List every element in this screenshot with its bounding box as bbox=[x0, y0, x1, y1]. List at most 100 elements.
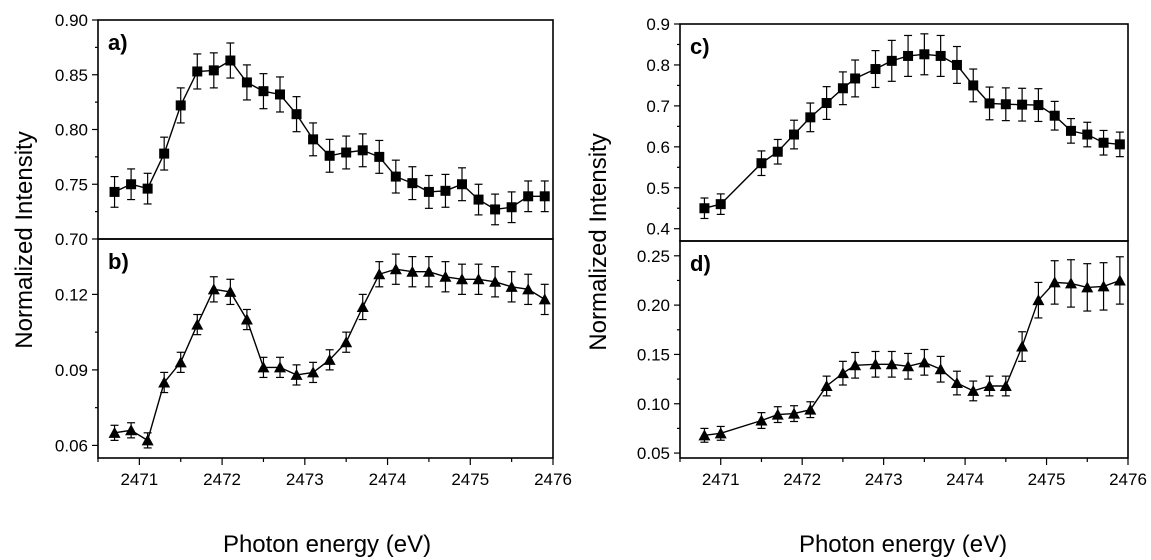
data-point-square bbox=[275, 89, 285, 100]
data-point-square bbox=[1114, 139, 1125, 150]
data-point-triangle bbox=[820, 379, 833, 391]
data-point-square bbox=[1098, 137, 1109, 148]
data-point-triangle bbox=[714, 427, 727, 439]
data-point-square bbox=[341, 147, 352, 158]
x-tick-label: 2474 bbox=[946, 470, 984, 489]
data-point-triangle bbox=[307, 366, 320, 378]
data-point-triangle bbox=[340, 336, 353, 348]
data-point-square bbox=[1065, 125, 1076, 136]
data-point-triangle bbox=[1064, 277, 1077, 289]
x-tick-label: 2475 bbox=[1028, 470, 1066, 489]
data-point-square bbox=[805, 112, 816, 123]
y-tick-label: 0.4 bbox=[646, 220, 670, 239]
data-point-triangle bbox=[456, 273, 468, 285]
data-point-triangle bbox=[406, 265, 419, 277]
data-point-triangle bbox=[125, 424, 138, 436]
y-tick-label: 0.15 bbox=[637, 345, 670, 364]
y-tick-label: 0.7 bbox=[646, 97, 670, 116]
data-point-triangle bbox=[885, 358, 898, 370]
data-point-square bbox=[850, 73, 861, 84]
data-point-triangle bbox=[849, 359, 862, 371]
data-point-triangle bbox=[698, 429, 711, 441]
data-point-square bbox=[457, 179, 467, 190]
data-point-triangle bbox=[983, 379, 996, 391]
data-point-triangle bbox=[771, 408, 784, 420]
data-point-square bbox=[126, 179, 137, 190]
data-point-triangle bbox=[836, 367, 849, 379]
data-point-square bbox=[951, 59, 962, 70]
x-tick-label: 2471 bbox=[702, 470, 740, 489]
data-point-square bbox=[984, 98, 995, 109]
data-point-square bbox=[423, 186, 434, 197]
data-point-square bbox=[789, 129, 800, 140]
data-point-triangle bbox=[141, 434, 154, 446]
x-tick-label: 2476 bbox=[1109, 470, 1147, 489]
data-point-triangle bbox=[489, 275, 502, 287]
data-point-triangle bbox=[472, 273, 485, 285]
y-tick-label: 0.09 bbox=[55, 361, 88, 380]
data-point-square bbox=[175, 100, 186, 111]
x-axis-label-right: Photon energy (eV) bbox=[799, 531, 1007, 558]
y-axis-label-right: Normalized Intensity bbox=[585, 133, 612, 350]
data-point-triangle bbox=[1032, 294, 1045, 306]
x-tick-label: 2475 bbox=[451, 470, 489, 489]
data-point-triangle bbox=[804, 403, 817, 415]
y-tick-label: 0.20 bbox=[637, 296, 670, 315]
data-point-square bbox=[539, 191, 550, 202]
y-tick-label: 0.80 bbox=[55, 121, 88, 140]
data-point-triangle bbox=[1113, 274, 1126, 286]
x-axis-label-left: Photon energy (eV) bbox=[223, 531, 431, 558]
data-point-square bbox=[756, 158, 767, 169]
data-point-square bbox=[1033, 100, 1044, 111]
data-point-square bbox=[258, 86, 269, 97]
data-point-square bbox=[192, 66, 203, 77]
x-tick-label: 2473 bbox=[286, 470, 324, 489]
data-point-triangle bbox=[934, 363, 947, 375]
panel-c: c) 0.9 0.8 0.7 0.6 0.5 0.4 bbox=[646, 15, 1129, 242]
y-tick-label: 0.12 bbox=[55, 285, 88, 304]
y-tick-label: 0.05 bbox=[637, 444, 670, 463]
data-point-square bbox=[357, 145, 368, 156]
y-tick-label: 0.6 bbox=[646, 138, 670, 157]
data-point-square bbox=[715, 199, 726, 210]
x-tick-label: 2471 bbox=[120, 470, 158, 489]
y-tick-label: 0.10 bbox=[637, 395, 670, 414]
y-tick-label: 0.75 bbox=[55, 175, 88, 194]
data-point-square bbox=[440, 185, 451, 196]
data-point-triangle bbox=[108, 426, 121, 438]
data-point-square bbox=[390, 171, 401, 182]
y-tick-label: 0.5 bbox=[646, 179, 670, 198]
data-point-triangle bbox=[950, 377, 963, 389]
data-point-triangle bbox=[999, 379, 1012, 391]
data-point-triangle bbox=[191, 318, 204, 330]
data-point-triangle bbox=[373, 268, 386, 280]
data-point-square bbox=[1082, 129, 1093, 140]
data-point-triangle bbox=[323, 353, 336, 365]
data-point-square bbox=[225, 55, 236, 66]
data-point-square bbox=[490, 204, 501, 215]
y-tick-label: 0.25 bbox=[637, 247, 670, 266]
data-point-square bbox=[473, 194, 484, 205]
data-point-square bbox=[699, 203, 710, 214]
data-point-square bbox=[208, 65, 219, 76]
data-point-square bbox=[968, 80, 979, 91]
y-tick-label: 0.9 bbox=[646, 15, 670, 34]
x-tick-label: 2476 bbox=[534, 470, 572, 489]
data-point-square bbox=[523, 191, 534, 202]
y-axis-label-left: Normalized Intensity bbox=[11, 131, 38, 348]
data-point-triangle bbox=[422, 265, 435, 277]
data-point-triangle bbox=[439, 270, 452, 282]
data-point-square bbox=[506, 202, 517, 213]
y-tick-label: 0.90 bbox=[55, 11, 88, 30]
y-tick-label: 0.8 bbox=[646, 56, 670, 75]
panel-b: b) 0.12 0.09 0.06 2471 2472 2473 2474 2475 2476 bbox=[55, 238, 572, 489]
data-point-triangle bbox=[1016, 340, 1029, 352]
data-point-square bbox=[870, 64, 881, 75]
data-point-triangle bbox=[257, 361, 270, 373]
data-point-square bbox=[142, 183, 153, 194]
data-point-square bbox=[159, 148, 170, 159]
data-point-triangle bbox=[505, 280, 518, 292]
data-point-square bbox=[291, 109, 302, 120]
data-point-triangle bbox=[755, 414, 768, 426]
